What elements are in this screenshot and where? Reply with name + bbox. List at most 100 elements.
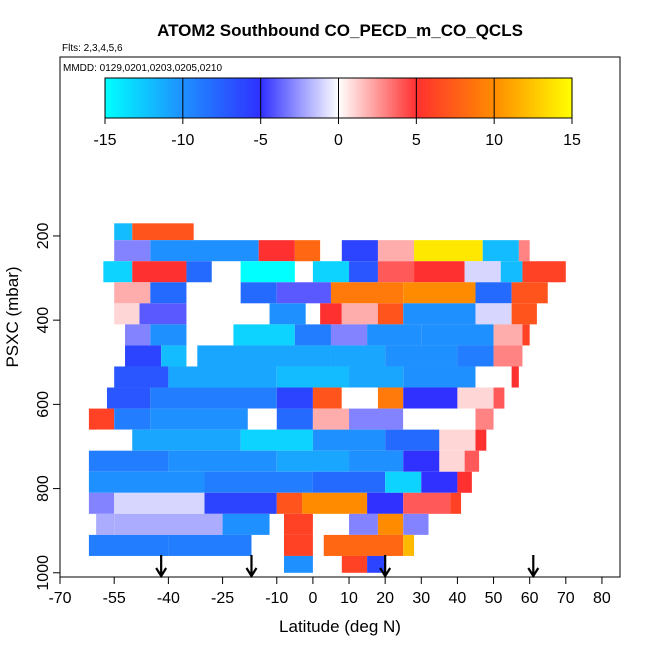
colorbar-swatch bbox=[464, 78, 468, 118]
colorbar-swatch bbox=[107, 78, 111, 118]
heat-cell bbox=[150, 408, 248, 430]
heat-cell bbox=[96, 429, 133, 451]
heat-cell bbox=[421, 471, 458, 493]
colorbar-swatch bbox=[144, 78, 148, 118]
heat-cell bbox=[403, 450, 440, 472]
heat-cell bbox=[168, 366, 277, 388]
heat-cell bbox=[493, 387, 505, 409]
colorbar-swatch bbox=[504, 78, 508, 118]
colorbar-swatch bbox=[424, 78, 428, 118]
heat-cell bbox=[403, 366, 476, 388]
colorbar-swatch bbox=[212, 78, 216, 118]
colorbar-swatch bbox=[256, 78, 260, 118]
heat-cell bbox=[114, 492, 205, 514]
colorbar-swatch bbox=[182, 78, 185, 118]
heat-cell bbox=[284, 513, 313, 535]
y-tick-label: 1000 bbox=[35, 555, 52, 591]
heat-cell bbox=[132, 261, 187, 283]
heat-cell bbox=[312, 471, 386, 493]
colorbar-swatch bbox=[287, 78, 291, 118]
colorbar-swatch bbox=[371, 78, 375, 118]
y-axis-label: PSXC (mbar) bbox=[3, 266, 22, 367]
arrow bbox=[245, 555, 258, 579]
colorbar-swatch bbox=[308, 78, 312, 118]
heat-cell bbox=[414, 240, 483, 262]
x-tick-label: 30 bbox=[412, 590, 430, 607]
colorbar-swatch bbox=[401, 78, 405, 118]
heat-cell bbox=[475, 408, 494, 430]
heat-cell bbox=[150, 282, 187, 304]
colorbar-swatch bbox=[235, 78, 239, 118]
colorbar-swatch bbox=[457, 78, 461, 118]
heat-cell bbox=[161, 345, 187, 367]
colorbar-swatch bbox=[560, 78, 564, 118]
heat-cell bbox=[403, 282, 476, 304]
heat-cell bbox=[475, 282, 512, 304]
heat-cell bbox=[403, 387, 458, 409]
colorbar-swatch bbox=[140, 78, 143, 118]
colorbar-tick-label: 10 bbox=[485, 132, 503, 149]
y-tick-label: 800 bbox=[35, 475, 52, 502]
annotation: MMDD: 0129,0201,0203,0205,0210 bbox=[63, 63, 222, 74]
x-tick-label: -40 bbox=[157, 590, 180, 607]
colorbar-swatch bbox=[282, 78, 286, 118]
colorbar-swatch bbox=[473, 78, 477, 118]
colorbar-swatch bbox=[408, 78, 412, 118]
colorbar-swatch bbox=[228, 78, 232, 118]
heat-cell bbox=[276, 450, 350, 472]
heat-cell bbox=[276, 492, 303, 514]
heat-cell bbox=[96, 513, 115, 535]
heat-cell bbox=[114, 282, 151, 304]
heat-cell bbox=[294, 324, 331, 346]
heat-cell bbox=[186, 261, 212, 283]
colorbar-swatch bbox=[133, 78, 136, 118]
colorbar-swatch bbox=[224, 78, 228, 118]
colorbar-swatch bbox=[317, 78, 321, 118]
colorbar-swatch bbox=[448, 78, 452, 118]
colorbar-swatch bbox=[415, 78, 419, 118]
colorbar-swatch bbox=[312, 78, 316, 118]
colorbar-swatch bbox=[233, 78, 237, 118]
colorbar-swatch bbox=[490, 78, 494, 118]
colorbar-swatch bbox=[515, 78, 519, 118]
colorbar-tick-label: 0 bbox=[334, 132, 343, 149]
colorbar-swatch bbox=[163, 78, 167, 118]
heat-cell bbox=[150, 387, 277, 409]
colorbar-swatch bbox=[142, 78, 146, 118]
colorbar-swatch bbox=[478, 78, 482, 118]
colorbar-swatch bbox=[175, 78, 178, 118]
colorbar-swatch bbox=[294, 78, 298, 118]
heat-cell bbox=[341, 240, 378, 262]
x-tick-label: 10 bbox=[340, 590, 358, 607]
colorbar-swatch bbox=[186, 78, 190, 118]
colorbar-swatch bbox=[254, 78, 258, 118]
colorbar-swatch bbox=[252, 78, 256, 118]
colorbar-swatch bbox=[112, 78, 115, 118]
colorbar-swatch bbox=[191, 78, 195, 118]
colorbar-swatch bbox=[263, 78, 267, 118]
colorbar-swatch bbox=[364, 78, 368, 118]
colorbar-swatch bbox=[357, 78, 361, 118]
colorbar-swatch bbox=[422, 78, 426, 118]
colorbar-swatch bbox=[375, 78, 379, 118]
heat-cell bbox=[377, 387, 404, 409]
heat-cell bbox=[258, 240, 295, 262]
colorbar-swatch bbox=[177, 78, 181, 118]
colorbar-swatch bbox=[296, 78, 300, 118]
heat-cell bbox=[269, 303, 306, 325]
colorbar-swatch bbox=[126, 78, 129, 118]
heat-cell bbox=[330, 282, 404, 304]
colorbar-swatch bbox=[109, 78, 113, 118]
heat-cell bbox=[240, 261, 295, 283]
heat-cell bbox=[197, 345, 331, 367]
heat-cell bbox=[276, 408, 313, 430]
colorbar-swatch bbox=[154, 78, 157, 118]
colorbar-swatch bbox=[420, 78, 424, 118]
colorbar-swatch bbox=[249, 78, 253, 118]
colorbar-swatch bbox=[445, 78, 449, 118]
colorbar-swatch bbox=[431, 78, 435, 118]
heat-cell bbox=[294, 240, 321, 262]
heat-cell bbox=[204, 471, 313, 493]
heat-cell bbox=[493, 345, 523, 367]
heat-cell bbox=[522, 324, 530, 346]
